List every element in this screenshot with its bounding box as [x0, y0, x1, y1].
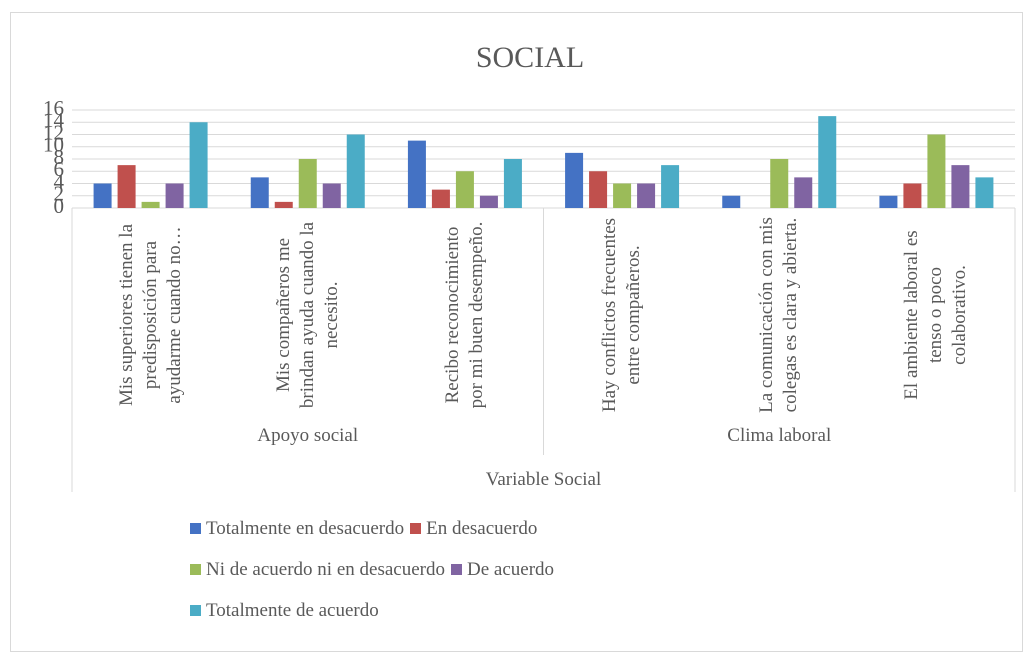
chart-title: SOCIAL: [476, 41, 584, 74]
legend-swatch: [190, 564, 201, 575]
bar: [322, 183, 341, 208]
bar: [298, 159, 317, 208]
legend-item: De acuerdo: [450, 556, 555, 583]
bar: [141, 201, 160, 208]
bar: [613, 183, 632, 208]
legend-swatch: [410, 523, 422, 534]
bar: [455, 171, 474, 208]
group-label: Apoyo social: [257, 425, 359, 446]
legend-swatch: [190, 523, 201, 534]
legend-label: Totalmente en desacuerdo: [206, 517, 405, 539]
y-tick-label: 2: [54, 182, 65, 206]
x-tick-label: Recibo reconocimiento por mi buen desemp…: [441, 221, 487, 409]
legend-label: Totalmente de acuerdo: [206, 599, 379, 621]
y-tick-label: 6: [54, 157, 65, 181]
bar: [794, 177, 813, 208]
x-tick-label: Mis superiores tienen la predisposición …: [115, 223, 185, 407]
x-tick-label: Mis compañeros me brindan ayuda cuando l…: [272, 221, 342, 409]
legend-item: Totalmente en desacuerdo: [190, 515, 404, 542]
legend-item: Ni de acuerdo ni en desacuerdo: [190, 556, 445, 583]
bar: [975, 177, 994, 208]
bar: [661, 165, 680, 208]
bar: [927, 134, 946, 208]
bar: [250, 177, 269, 208]
bar: [117, 165, 136, 208]
bar: [165, 183, 184, 208]
legend-item: En desacuerdo: [410, 515, 537, 542]
bar: [879, 195, 898, 208]
bar: [407, 140, 426, 208]
legend-label: Ni de acuerdo ni en desacuerdo: [206, 558, 445, 580]
x-tick-label: El ambiente laboral es tenso o poco cola…: [901, 230, 971, 400]
bar: [274, 201, 293, 208]
y-tick-label: 0: [54, 194, 65, 218]
x-tick-label: Hay conflictos frecuentes entre compañer…: [599, 217, 645, 413]
bar: [189, 122, 208, 208]
legend-swatch: [450, 564, 462, 575]
legend-item: Totalmente de acuerdo: [190, 597, 379, 624]
y-tick-label: 14: [43, 108, 65, 132]
legend: Totalmente en desacuerdo En desacuerdo Ni …: [190, 515, 730, 624]
bar: [637, 183, 656, 208]
bar: [903, 183, 922, 208]
x-tick-label: La comunicación con mis colegas es clara…: [756, 217, 802, 413]
x-axis-title: Variable Social: [485, 469, 602, 490]
bar: [346, 134, 365, 208]
bar: [722, 195, 741, 208]
legend-swatch: [190, 605, 201, 616]
bar: [93, 183, 112, 208]
y-tick-label: 16: [43, 96, 64, 120]
y-tick-label: 10: [43, 133, 64, 157]
y-tick-label: 8: [54, 145, 65, 169]
bar: [589, 171, 608, 208]
legend-label: De acuerdo: [466, 558, 555, 580]
bar: [951, 165, 970, 208]
bar: [770, 159, 789, 208]
group-label: Clima laboral: [727, 425, 832, 446]
legend-label: En desacuerdo: [426, 517, 538, 539]
bar: [565, 152, 584, 208]
bar: [818, 116, 837, 208]
bar: [431, 189, 450, 208]
bar: [479, 195, 498, 208]
y-tick-label: 12: [43, 120, 64, 144]
bar: [503, 159, 522, 208]
y-tick-label: 4: [54, 169, 65, 193]
